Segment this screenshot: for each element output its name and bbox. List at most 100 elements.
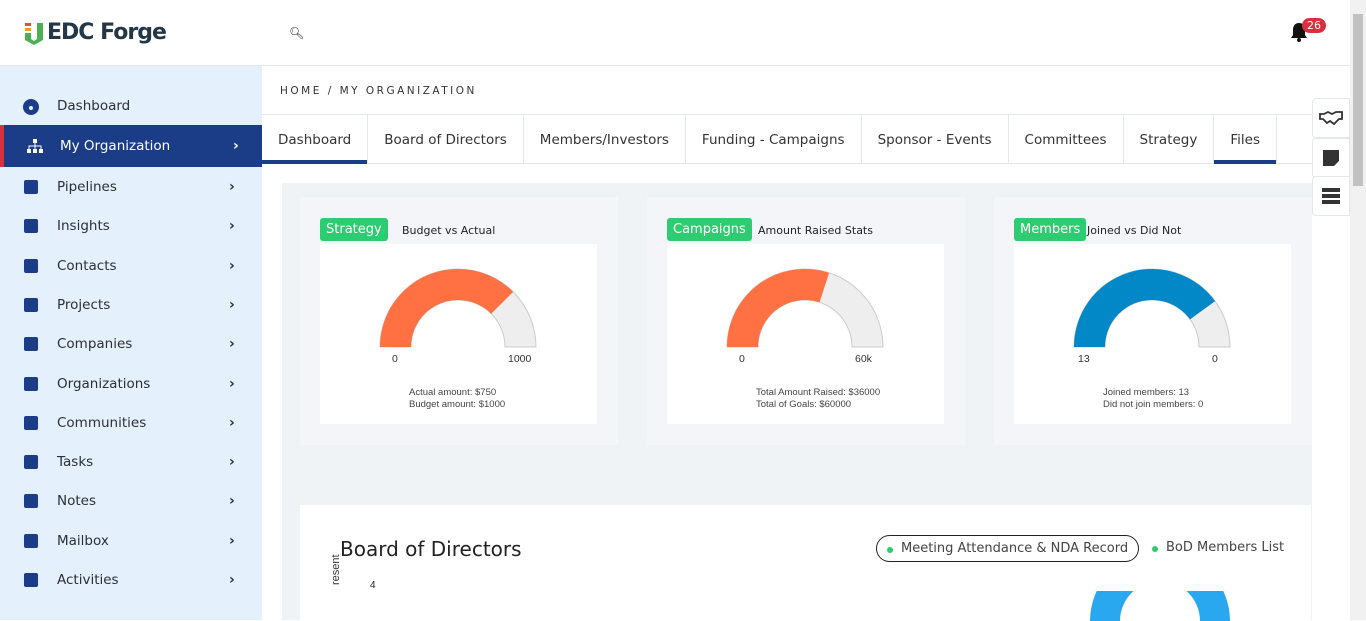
tab-files[interactable]: Files — [1214, 115, 1277, 164]
tab-committees[interactable]: Committees — [1009, 115, 1124, 164]
board-of-directors-section: Board of Directors Meeting Attendance & … — [300, 505, 1311, 621]
gauge-chart: 13 0 Joined members: 13 Did not join member… — [1014, 244, 1291, 424]
sidebar-item-label: My Organization — [60, 138, 171, 154]
scrollbar[interactable] — [1350, 0, 1366, 620]
logo-icon — [25, 22, 43, 45]
sidebar-item-tasks[interactable]: Tasks › — [0, 442, 262, 482]
note-icon — [1323, 150, 1339, 166]
board-icon — [24, 180, 38, 194]
gauge-chart: 0 60k Total Amount Raised: $36000 Total of … — [667, 244, 944, 424]
bod-members-list-link[interactable]: BoD Members List — [1152, 535, 1284, 560]
dashboard-panel: Strategy Budget vs Actual 0 1000 Actual amou… — [282, 183, 1312, 620]
tab-board-of-directors[interactable]: Board of Directors — [368, 115, 524, 164]
chevron-right-icon: › — [229, 179, 235, 195]
gauge-card-members: Members Joined vs Did Not 13 0 Joined member… — [994, 197, 1312, 445]
gauge-card-strategy: Strategy Budget vs Actual 0 1000 Actual amou… — [300, 197, 618, 445]
chevron-right-icon: › — [229, 532, 235, 549]
sidebar-item-label: Tasks — [57, 454, 94, 471]
card-title: Joined vs Did Not — [1087, 224, 1182, 237]
top-header: EDC Forge 🔍︎ 26 — [0, 0, 1350, 66]
chevron-right-icon: › — [229, 454, 235, 471]
sidebar-item-pipelines[interactable]: Pipelines › — [0, 167, 262, 207]
chevron-right-icon: › — [229, 493, 235, 510]
gauge-chart: 0 1000 Actual amount: $750 Budget amount: $… — [320, 244, 597, 424]
tab-dashboard[interactable]: Dashboard — [262, 115, 369, 164]
y-axis-label: resent — [330, 554, 342, 585]
sidebar-item-organizations[interactable]: Organizations › — [0, 364, 262, 404]
sidebar-item-insights[interactable]: Insights › — [0, 206, 262, 246]
tab-sponsor-events[interactable]: Sponsor - Events — [862, 115, 1009, 164]
handshake-tool-button[interactable] — [1312, 98, 1350, 138]
gauge-max-label: 0 — [1212, 353, 1218, 365]
chevron-right-icon: › — [229, 257, 235, 274]
breadcrumb: HOME / MY ORGANIZATION — [280, 85, 477, 97]
notification-badge: 26 — [1302, 18, 1326, 33]
sidebar-item-label: Notes — [57, 493, 96, 510]
sidebar-item-label: Activities — [57, 572, 119, 588]
tasks-icon — [1322, 188, 1340, 204]
handshake-icon — [24, 573, 38, 587]
gauge-card-campaigns: Campaigns Amount Raised Stats 0 60k Total Am… — [647, 197, 965, 445]
note-tool-button[interactable] — [1312, 138, 1350, 178]
tab-members-investors[interactable]: Members/Investors — [524, 115, 686, 164]
gauge-summary-line: Did not join members: 0 — [1103, 399, 1204, 410]
sidebar-item-mailbox[interactable]: Mailbox › — [0, 521, 262, 561]
handshake-icon — [1319, 110, 1343, 126]
category-tag: Campaigns — [667, 218, 752, 241]
gauge-max-label: 60k — [855, 353, 872, 365]
sidebar-item-my-organization[interactable]: My Organization › — [0, 125, 262, 167]
sitemap-icon — [27, 139, 43, 153]
logo[interactable]: EDC Forge — [24, 20, 167, 45]
gauge-fill — [727, 269, 830, 347]
sidebar-item-companies[interactable]: Companies › — [0, 324, 262, 364]
gears-icon — [24, 297, 38, 312]
sidebar-item-notes[interactable]: Notes › — [0, 481, 262, 521]
tasks-tool-button[interactable] — [1312, 176, 1350, 216]
gauge-fill — [380, 269, 514, 347]
tab-bar: Dashboard Board of Directors Members/Inves… — [262, 114, 1350, 164]
sidebar-item-activities[interactable]: Activities › — [0, 560, 262, 600]
cubes-icon — [24, 376, 38, 391]
category-tag: Strategy — [320, 218, 388, 241]
section-title: Board of Directors — [340, 537, 522, 561]
search-icon[interactable]: 🔍︎ — [289, 26, 305, 40]
sidebar-item-label: Insights — [57, 218, 110, 235]
gauge-min-label: 13 — [1078, 353, 1090, 365]
chevron-right-icon: › — [229, 572, 235, 588]
gauge-summary-line: Budget amount: $1000 — [409, 399, 506, 410]
sidebar-item-label: Companies — [57, 336, 133, 353]
donut-chart-partial — [1090, 591, 1230, 621]
sidebar-item-contacts[interactable]: Contacts › — [0, 246, 262, 286]
chevron-right-icon: › — [233, 138, 239, 154]
sidebar-item-label: Projects — [57, 296, 111, 313]
sidebar-item-dashboard[interactable]: Dashboard — [0, 86, 262, 126]
contact-card-icon — [24, 258, 38, 273]
sidebar: Dashboard My Organization › Pipelines › Insig… — [0, 66, 262, 620]
chevron-right-icon: › — [229, 414, 235, 431]
sidebar-item-communities[interactable]: Communities › — [0, 403, 262, 443]
sidebar-item-label: Mailbox — [57, 532, 109, 549]
tab-funding-campaigns[interactable]: Funding - Campaigns — [686, 115, 862, 164]
scrollbar-thumb[interactable] — [1353, 14, 1363, 186]
chevron-right-icon: › — [229, 375, 235, 392]
sidebar-item-label: Dashboard — [57, 98, 131, 114]
gauge-summary-line: Total of Goals: $60000 — [756, 399, 852, 410]
sidebar-item-projects[interactable]: Projects › — [0, 285, 262, 325]
sidebar-item-label: Communities — [57, 414, 147, 431]
gauge-summary-line: Actual amount: $750 — [409, 387, 497, 398]
gauge-max-label: 1000 — [508, 353, 532, 365]
tab-strategy[interactable]: Strategy — [1124, 115, 1215, 164]
chevron-right-icon: › — [229, 296, 235, 313]
tasks-icon — [24, 455, 38, 470]
card-title: Budget vs Actual — [402, 224, 496, 237]
users-icon — [24, 415, 38, 430]
sidebar-item-label: Pipelines — [57, 179, 117, 195]
app-name: EDC Forge — [47, 20, 167, 45]
envelope-icon — [24, 533, 38, 548]
chevron-right-icon: › — [229, 218, 235, 235]
chevron-right-icon: › — [229, 336, 235, 353]
gauge-fill — [1074, 269, 1216, 347]
sidebar-item-label: Contacts — [57, 257, 117, 274]
card-title: Amount Raised Stats — [758, 224, 873, 237]
meeting-attendance-link[interactable]: Meeting Attendance & NDA Record — [876, 535, 1140, 562]
